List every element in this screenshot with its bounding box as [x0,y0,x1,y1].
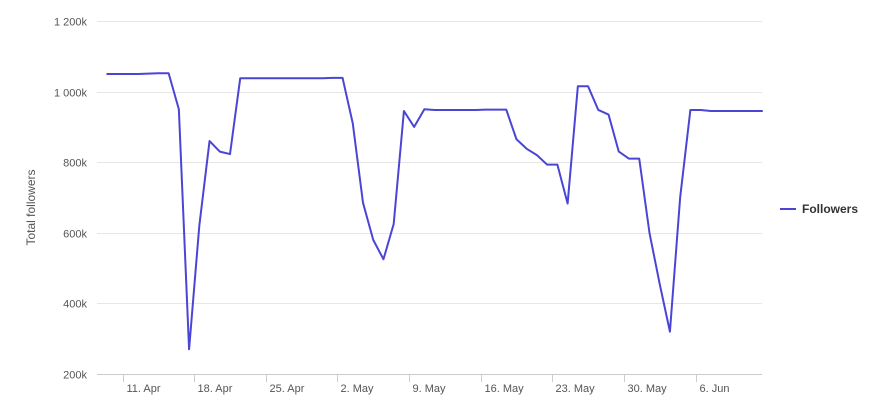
series-layer [106,72,763,351]
y-axis-title: Total followers [24,169,38,245]
y-axis: 200k 400k 600k 800k 1 000k 1 200k [54,17,88,382]
y-tick-label: 1 000k [54,88,88,100]
x-tick-label: 18. Apr [198,383,233,395]
x-tick-label: 23. May [556,383,596,395]
x-tick-label: 30. May [628,383,668,395]
x-tick-label: 11. Apr [127,383,161,395]
x-tick-label: 25. Apr [270,383,305,395]
y-tick-label: 400k [63,299,87,311]
x-axis: 11. Apr 18. Apr 25. Apr 2. May 9. May 16. May… [97,374,762,395]
y-tick-label: 600k [63,229,87,241]
x-tick-label: 6. Jun [700,383,730,395]
y-tick-label: 1 200k [54,17,88,29]
x-tick-label: 16. May [485,383,525,395]
followers-series-line[interactable] [106,72,763,351]
y-tick-label: 200k [63,370,87,382]
x-tick-label: 2. May [341,383,375,395]
legend-label-followers[interactable]: Followers [802,202,858,216]
x-tick-label: 9. May [413,383,447,395]
legend[interactable]: Followers [780,202,858,216]
y-tick-label: 800k [63,158,87,170]
